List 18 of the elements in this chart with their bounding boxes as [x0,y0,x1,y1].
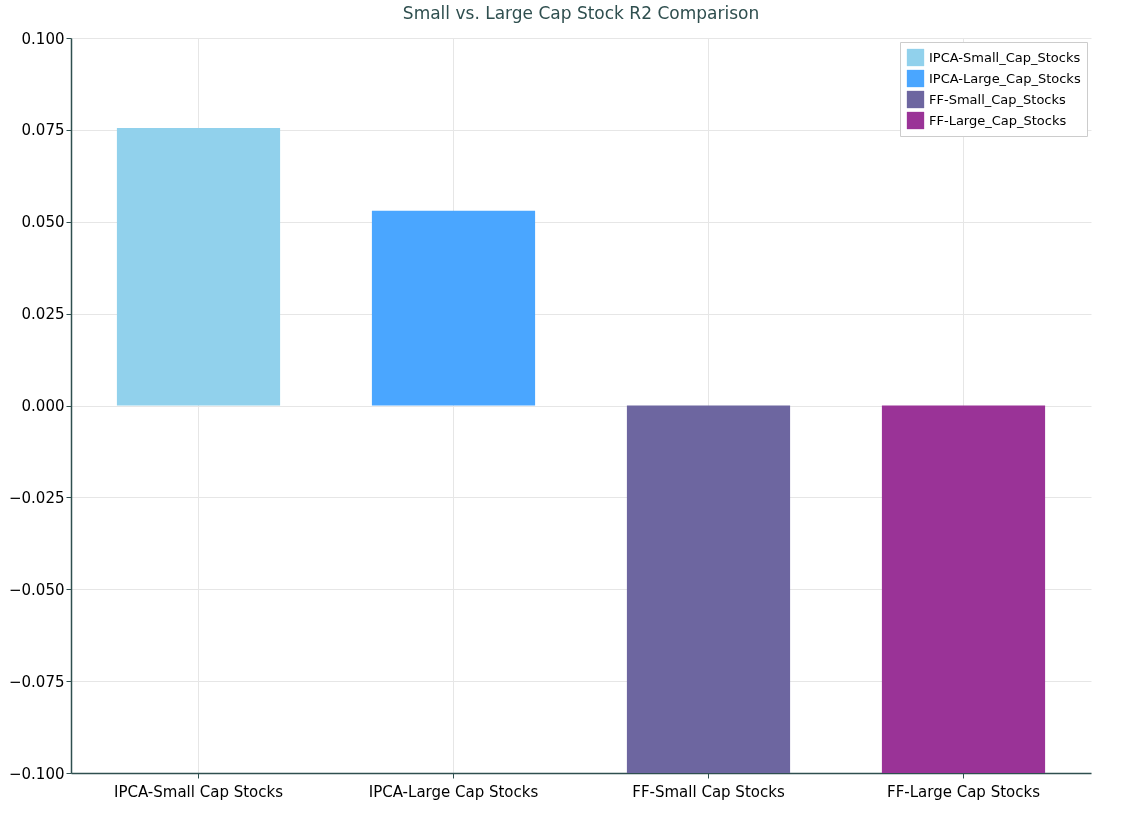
x-tick-label: IPCA-Large Cap Stocks [368,782,539,801]
y-tick-label: 0.050 [21,213,65,232]
legend-label: IPCA-Small_Cap_Stocks [929,49,1081,65]
y-tick-label: 0.075 [21,121,65,140]
y-tick-label: 0.100 [21,29,65,48]
y-tick-label: 0.025 [21,305,65,324]
x-tick-label: FF-Small Cap Stocks [632,782,785,801]
legend-label: FF-Small_Cap_Stocks [929,91,1067,107]
legend-label: IPCA-Large_Cap_Stocks [929,70,1081,86]
y-tick-label: −0.100 [8,764,65,783]
legend-label: FF-Large_Cap_Stocks [929,112,1067,128]
y-tick-label: −0.075 [8,672,65,691]
y-tick-label: 0.000 [21,397,65,415]
y-tick-label: −0.050 [8,580,65,599]
chart-title: Small vs. Large Cap Stock R2 Comparison [402,3,760,23]
x-tick-label: FF-Large Cap Stocks [887,782,1041,801]
x-tick-label: IPCA-Small Cap Stocks [114,782,284,801]
y-tick-label: −0.025 [8,488,65,507]
